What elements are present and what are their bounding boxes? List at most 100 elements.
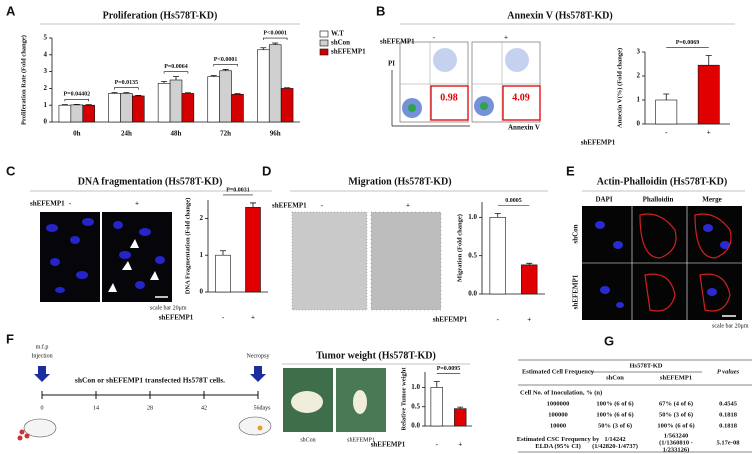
y-tick-label: 0.5 — [468, 251, 477, 259]
y-tick-label: 5 — [44, 34, 48, 42]
table-cell: 0.1818 — [719, 422, 738, 429]
x-tick-label: + — [251, 314, 255, 322]
error-bar — [705, 55, 712, 66]
bar — [207, 76, 220, 123]
error-bar — [173, 76, 179, 80]
bar — [82, 104, 95, 123]
chart-title: DNA fragmentation (Hs578T-KD) — [78, 176, 223, 187]
timeline-tick: 28 — [147, 405, 153, 411]
timeline — [17, 366, 272, 441]
bar — [697, 64, 720, 125]
flow-percentage: 0.98 — [440, 92, 458, 103]
bar — [219, 70, 232, 123]
scale-bar-label: scale bar 20μm — [712, 323, 749, 329]
bar — [521, 264, 538, 295]
bar — [58, 104, 72, 123]
x-tick-label: 96h — [270, 130, 281, 138]
migration-condition: + — [406, 202, 410, 210]
table-cell: 50% (3 of 6) — [598, 422, 632, 429]
timeline-tick: 42 — [201, 405, 207, 411]
bar — [430, 387, 443, 427]
column-label: Phalloidin — [643, 196, 674, 204]
error-bar — [272, 42, 279, 45]
y-tick-label: 1.0 — [411, 383, 420, 391]
dna-condition: + — [135, 200, 139, 208]
error-bar — [111, 92, 118, 94]
error-bar — [433, 381, 440, 388]
x-tick-label: - — [436, 441, 439, 449]
scale-bar-label: scale bar 20μm — [150, 305, 187, 311]
panel-label: G — [604, 333, 614, 348]
chart-title: Annexin V (Hs578T-KD) — [507, 10, 612, 21]
y-axis-label: Proliferation Rate (Fold change) — [20, 35, 27, 125]
y-tick-label: 1.0 — [468, 213, 477, 221]
y-tick-label: 1 — [637, 96, 641, 104]
phalloidin-images — [582, 206, 742, 320]
x-tick-label: 24h — [121, 130, 132, 138]
flow-percentage: 4.09 — [512, 92, 530, 103]
table-header: shCon — [606, 374, 624, 381]
table-cell: 100% (6 of 6) — [596, 400, 633, 407]
p-value: P=0.04402 — [64, 92, 91, 98]
panel-title: Actin-Phalloidin (Hs578T-KD) — [597, 176, 727, 187]
table-cell: 10000 — [550, 422, 566, 429]
table-cell: (1/42820-1/4737) — [592, 443, 638, 450]
bar — [268, 44, 282, 123]
x-axis-label: shEFEMP1 — [581, 139, 616, 147]
title-rules — [30, 23, 745, 365]
error-bar — [210, 75, 217, 77]
x-axis-label: shEFEMP1 — [159, 314, 194, 322]
y-tick-label: 1 — [44, 101, 48, 109]
chart-title: Migration (Hs578T-KD) — [348, 176, 451, 187]
migration-images — [291, 211, 442, 311]
table-section: Cell No. of Inoculation, % (n) — [520, 389, 602, 396]
y-tick-label: 0.0 — [468, 290, 477, 298]
bar — [655, 99, 678, 125]
x-tick-label: 72h — [220, 130, 231, 138]
column-label: Merge — [702, 196, 721, 204]
error-bar — [284, 87, 291, 89]
x-axis-label: shEFEMP1 — [433, 316, 468, 324]
panel-label: E — [566, 163, 575, 178]
y-tick-label: 0.5 — [411, 402, 420, 410]
flow-y-axis: PI — [388, 60, 395, 68]
migration-condition: - — [321, 202, 324, 210]
x-axis-label: shEFEMP1 — [371, 441, 406, 449]
timeline-tick: 0 — [41, 405, 44, 411]
flow-x-axis: Annexin V — [508, 124, 540, 132]
bar — [489, 217, 506, 295]
table-cell: 5.17e-08 — [717, 439, 741, 446]
significance-bracket — [163, 71, 189, 74]
p-value: P<0.0001 — [263, 30, 287, 36]
y-tick-label: 0 — [637, 120, 641, 128]
y-tick-label: 4 — [44, 50, 48, 58]
y-tick-label: 0 — [200, 288, 204, 296]
error-bar — [222, 69, 229, 71]
table-cell: 100% (6 of 6) — [657, 422, 694, 429]
table-header: Estimated Cell Frequency — [522, 368, 595, 375]
panel-label: F — [6, 331, 14, 346]
p-value: 0.0005 — [505, 198, 522, 204]
table-rules — [518, 359, 752, 453]
error-bar — [260, 47, 267, 50]
timeline-tick: 56days — [254, 405, 272, 411]
x-tick-label: - — [497, 316, 500, 324]
y-axis-label: DNA Fragmentation (Fold change) — [184, 198, 191, 295]
dna-group-label: shEFEMP1 — [30, 200, 65, 208]
p-value: P=0.0135 — [115, 80, 139, 86]
bar — [169, 79, 183, 123]
table-cell: (1/1360810 - — [659, 439, 693, 446]
tumor-label: shEFEMP1 — [347, 437, 375, 443]
error-bar — [250, 202, 256, 208]
error-bar — [220, 250, 226, 256]
bar — [245, 207, 261, 293]
p-value: P<0.0001 — [214, 57, 238, 63]
p-value: P=0.0031 — [226, 187, 250, 193]
panel-label: A — [6, 3, 16, 18]
x-tick-label: 48h — [171, 130, 182, 138]
bar — [70, 104, 84, 123]
bar — [108, 93, 121, 123]
table-cell: 1/233126) — [663, 446, 690, 453]
legend-swatch — [319, 48, 329, 56]
